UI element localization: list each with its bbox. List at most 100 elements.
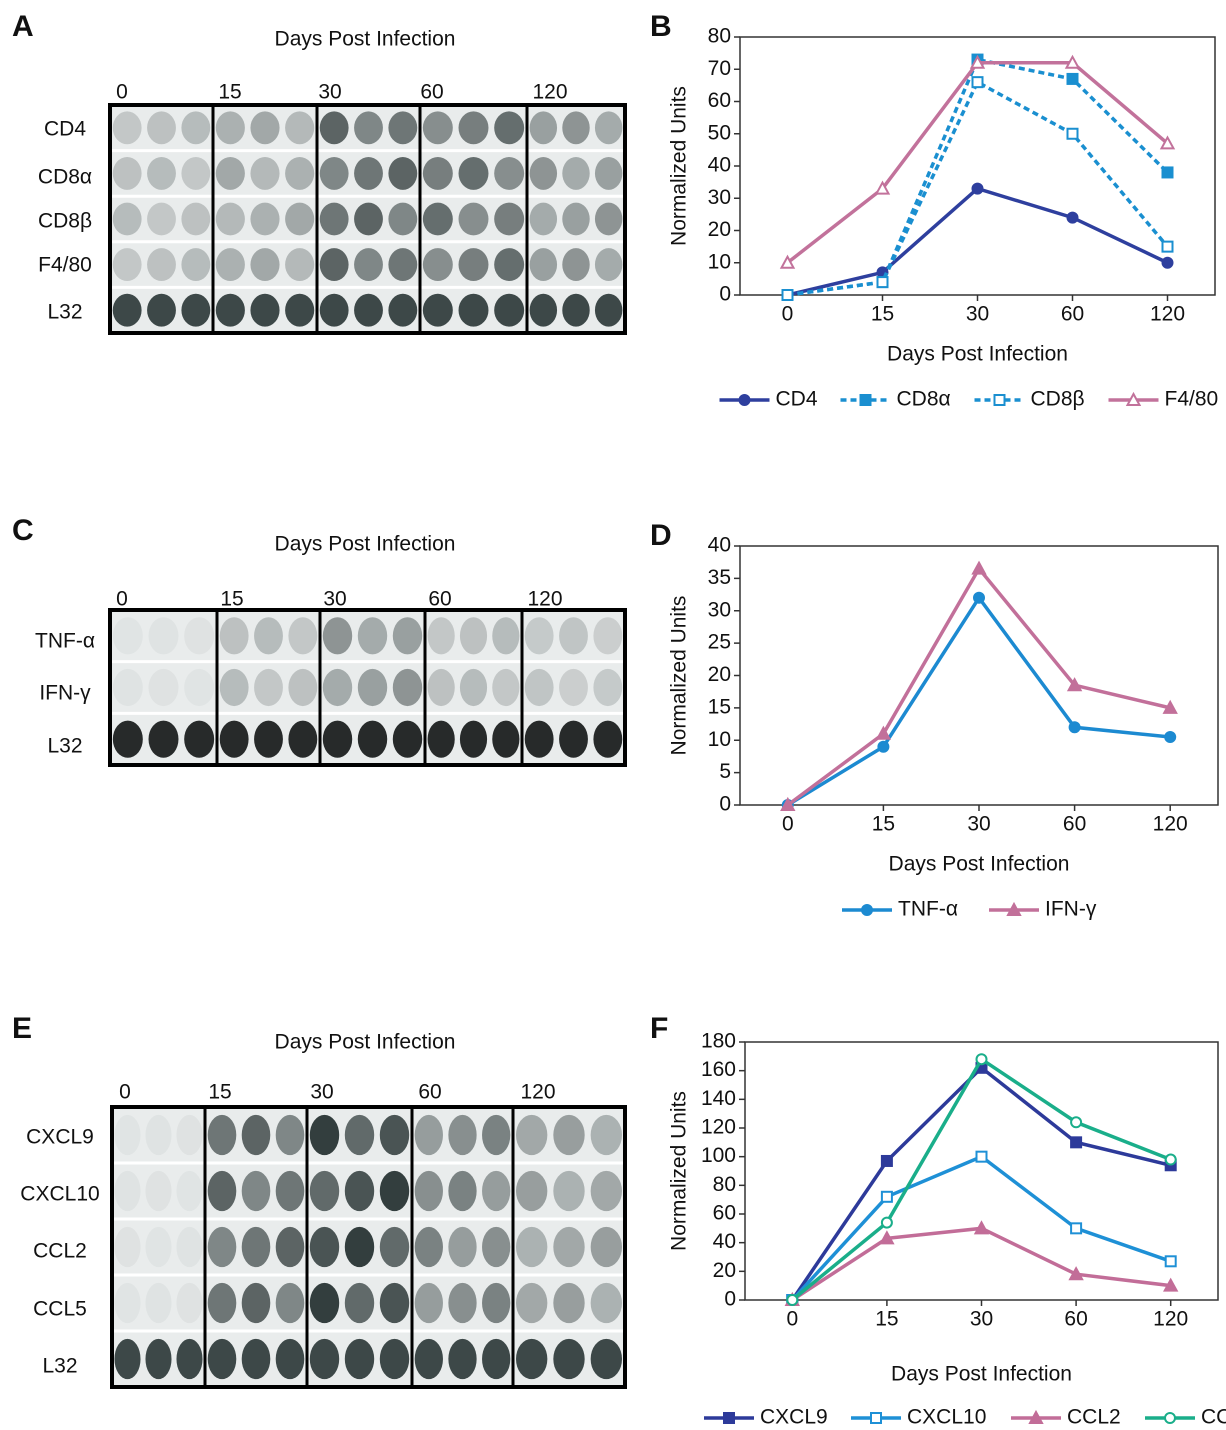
band: [319, 202, 349, 236]
panel-letter: B: [650, 10, 672, 43]
band: [553, 1338, 585, 1380]
band: [458, 248, 489, 282]
band: [593, 720, 623, 758]
x-tick-label: 0: [786, 1308, 798, 1331]
data-point: [1068, 721, 1081, 734]
y-tick-label: 25: [708, 631, 731, 654]
band: [250, 111, 280, 145]
band: [392, 668, 423, 707]
band: [482, 1226, 511, 1268]
y-tick-label: 30: [708, 598, 731, 621]
band: [524, 668, 554, 707]
band: [275, 1338, 305, 1380]
band: [458, 156, 489, 190]
band: [285, 156, 315, 190]
data-point: [1066, 677, 1083, 692]
band: [309, 1338, 340, 1380]
plot-frame: [739, 545, 1219, 806]
band: [459, 668, 488, 707]
day-label: 0: [116, 588, 128, 611]
band: [388, 111, 418, 145]
legend-label: TNF-α: [898, 898, 958, 921]
band: [590, 1170, 623, 1212]
day-label: 60: [428, 588, 451, 611]
band: [448, 1114, 477, 1156]
band: [322, 617, 353, 655]
band: [392, 720, 423, 758]
legend-label: F4/80: [1165, 388, 1219, 411]
data-point: [1164, 1255, 1177, 1268]
band: [494, 202, 525, 236]
band: [458, 202, 489, 236]
band: [285, 111, 315, 145]
band: [354, 248, 383, 282]
y-tick-label: 0: [719, 283, 731, 306]
row-label: L32: [47, 301, 82, 324]
band: [553, 1282, 585, 1324]
blot-frame: [110, 1105, 627, 1389]
band: [184, 617, 215, 655]
y-tick-label: 0: [724, 1288, 736, 1311]
data-point: [975, 1150, 988, 1163]
band: [448, 1226, 477, 1268]
band: [590, 1226, 623, 1268]
band: [379, 1282, 410, 1324]
band: [593, 668, 623, 707]
day-label: 0: [116, 81, 128, 104]
band: [448, 1338, 477, 1380]
band: [250, 248, 280, 282]
data-point: [1163, 1277, 1179, 1292]
data-point: [874, 180, 891, 195]
band: [414, 1338, 443, 1380]
data-point: [780, 796, 796, 811]
y-tick-label: 50: [708, 121, 731, 144]
x-axis-title: Days Post Infection: [891, 1363, 1072, 1386]
x-tick-label: 0: [782, 813, 794, 836]
band: [388, 293, 418, 327]
band: [562, 111, 590, 145]
series-line: [790, 1065, 1172, 1301]
band: [147, 293, 176, 327]
band: [241, 1114, 271, 1156]
band: [147, 111, 176, 145]
data-point: [876, 276, 889, 289]
panel-letter: D: [650, 519, 672, 552]
data-point: [781, 289, 794, 301]
y-tick-label: 100: [701, 1144, 736, 1167]
data-point: [973, 591, 985, 604]
band: [379, 1114, 410, 1156]
band: [112, 202, 142, 236]
band: [357, 668, 388, 707]
legend-label: CXCL9: [760, 1406, 828, 1429]
legend-marker: [738, 394, 751, 406]
data-point: [1070, 1136, 1083, 1149]
data-point: [880, 1216, 893, 1229]
day-label: 120: [520, 1081, 555, 1104]
band: [275, 1226, 305, 1268]
legend-label: CCL5: [1201, 1406, 1226, 1429]
x-axis-title: Days Post Infection: [889, 853, 1070, 876]
data-point: [1066, 211, 1079, 224]
y-tick-label: 60: [713, 1202, 736, 1225]
data-point: [880, 1190, 893, 1203]
band: [148, 668, 179, 707]
band: [309, 1282, 340, 1324]
band: [114, 1115, 140, 1155]
band: [414, 1226, 443, 1268]
legend-marker: [861, 904, 873, 916]
series-line: [786, 594, 1171, 807]
band: [529, 293, 558, 327]
band: [494, 111, 525, 145]
band: [388, 202, 418, 236]
band: [448, 1282, 477, 1324]
band: [354, 111, 383, 145]
x-tick-label: 120: [1153, 1308, 1188, 1331]
band: [319, 293, 349, 327]
legend-marker: [870, 1412, 882, 1424]
y-axis-title: Normalized Units: [668, 1091, 691, 1251]
band: [344, 1114, 375, 1156]
band: [524, 617, 554, 655]
panel-letter: F: [650, 1012, 668, 1045]
data-point: [880, 1154, 893, 1167]
y-tick-label: 80: [713, 1173, 736, 1196]
